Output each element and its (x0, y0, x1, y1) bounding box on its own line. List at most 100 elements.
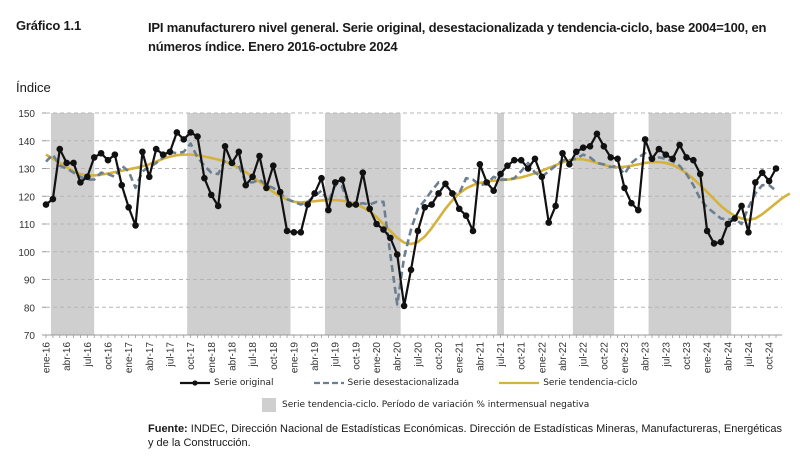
point-original (559, 149, 566, 157)
point-original (634, 206, 642, 214)
point-original (97, 149, 105, 157)
x-tick-label: jul-23 (661, 342, 672, 368)
x-tick-label: ene-21 (455, 342, 466, 374)
legend-item-tendencia: Serie tendencia-ciclo (499, 378, 637, 388)
y-tick-label: 90 (24, 276, 36, 287)
shaded-period-3 (497, 113, 504, 335)
point-original (669, 155, 676, 163)
x-tick-label: jul-22 (579, 342, 590, 368)
point-original (373, 220, 380, 228)
point-original (566, 161, 573, 168)
x-tick-label: jul-18 (248, 342, 259, 368)
point-original (311, 190, 318, 197)
point-original (366, 205, 373, 213)
point-original (524, 165, 532, 172)
y-tick-label: 110 (19, 220, 35, 231)
point-original (56, 145, 64, 153)
point-original (662, 151, 670, 158)
point-original (641, 136, 649, 143)
axes: 70 80 90 100 110 120 130 140 150 ene-16 abr-16 jul-… (18, 109, 782, 373)
legend-line-tendencia-icon (499, 381, 540, 385)
point-original (393, 251, 401, 258)
point-original (139, 148, 146, 156)
point-original (132, 222, 139, 229)
x-tick-label: ene-19 (289, 342, 300, 374)
point-original (290, 229, 298, 236)
shaded-period-0 (51, 113, 95, 335)
legend-item-original: Serie original (180, 378, 274, 388)
x-tick-label: oct-16 (103, 342, 114, 370)
legend-label-shade: Serie tendencia-ciclo. Período de variac… (282, 400, 590, 410)
x-tick-label: oct-23 (682, 342, 693, 370)
point-original (435, 190, 442, 197)
x-tick-label: jul-19 (331, 342, 342, 368)
point-original (455, 205, 463, 213)
point-original (283, 227, 291, 235)
x-tick-label: ene-20 (372, 342, 383, 374)
point-original (407, 266, 415, 274)
point-original (572, 148, 580, 156)
x-tick-label: ene-17 (124, 342, 135, 374)
source-note: Fuente: INDEC, Dirección Nacional de Est… (148, 422, 788, 450)
x-tick-label: abr-18 (227, 342, 238, 371)
point-original (221, 143, 229, 150)
point-original (696, 170, 704, 178)
y-axis-title: Índice (16, 80, 51, 95)
point-original (469, 227, 477, 235)
x-tick-label: oct-22 (599, 342, 610, 370)
point-original (621, 184, 628, 192)
point-original (235, 148, 243, 156)
legend-label-original: Serie original (214, 378, 274, 388)
point-original (331, 179, 339, 186)
x-tick-label: ene-23 (620, 342, 631, 374)
point-original (228, 159, 236, 167)
y-tick-label: 80 (24, 303, 36, 314)
point-original (738, 202, 745, 210)
point-original (586, 143, 594, 150)
x-tick-label: oct-19 (351, 342, 362, 370)
point-original (703, 227, 711, 235)
point-original (173, 129, 181, 136)
point-original (249, 173, 256, 181)
y-tick-label: 130 (18, 165, 35, 176)
point-original (152, 145, 160, 153)
point-original (724, 220, 732, 228)
point-original (531, 155, 539, 163)
point-original (442, 180, 449, 188)
point-original (614, 155, 621, 163)
point-original (214, 202, 222, 210)
point-original (504, 162, 511, 170)
x-tick-label: jul-16 (83, 342, 94, 368)
series-line-2 (45, 153, 791, 246)
x-tick-label: abr-16 (62, 342, 73, 371)
point-original (690, 156, 697, 164)
x-tick-label: ene-22 (537, 342, 548, 374)
x-tick-label: ene-24 (703, 342, 714, 374)
x-tick-label: jul-24 (744, 342, 755, 368)
point-original (676, 141, 683, 149)
y-tick-label: 100 (18, 248, 35, 259)
series-markers (42, 129, 780, 310)
x-tick-label: ene-18 (207, 342, 218, 374)
legend-label-desest: Serie desestacionalizada (347, 378, 460, 388)
x-tick-label: oct-24 (765, 342, 776, 370)
point-original (325, 206, 332, 214)
point-original (297, 229, 305, 236)
x-tick-label: abr-23 (641, 342, 652, 371)
point-original (648, 155, 656, 163)
legend-shade-swatch (262, 398, 276, 412)
x-tick-label: abr-17 (145, 342, 156, 371)
x-tick-label: jul-20 (413, 342, 424, 368)
x-tick-label: oct-21 (517, 342, 528, 370)
point-original (600, 143, 608, 150)
point-original (338, 176, 346, 183)
x-tick-label: abr-24 (723, 342, 734, 371)
point-original (387, 234, 394, 242)
y-tick-label: 70 (24, 331, 36, 342)
x-tick-label: jul-17 (165, 342, 176, 368)
source-label: Fuente: (148, 423, 188, 435)
point-original (304, 201, 311, 208)
point-original (476, 161, 484, 168)
point-original (462, 212, 470, 219)
point-original (263, 184, 270, 192)
